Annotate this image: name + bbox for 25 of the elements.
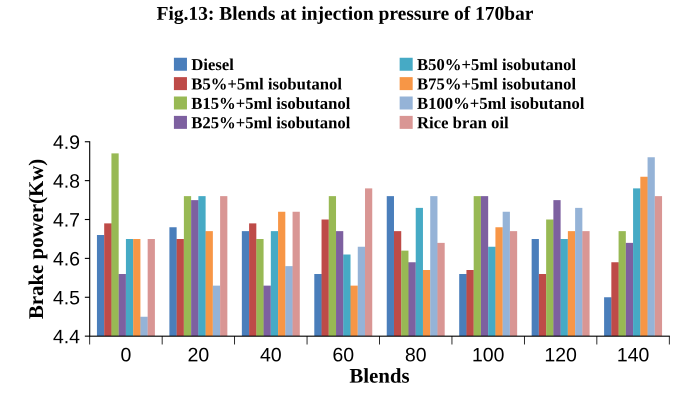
x-axis-title: Blends: [350, 368, 410, 383]
y-axis-title: Brake power(Kw): [28, 160, 48, 319]
x-tick-label: 20: [188, 348, 208, 362]
legend-label: Diesel: [192, 58, 234, 70]
x-tick-label: 120: [546, 348, 576, 362]
chart-title: Fig.13: Blends at injection pressure of 170bar: [156, 6, 534, 24]
legend-label: B15%+5ml isobutanol: [192, 97, 350, 110]
legend-label: B25%+5ml isobutanol: [192, 116, 350, 128]
y-tick-label: 4.5: [53, 290, 80, 305]
legend-label: B5%+5ml isobutanol: [192, 78, 342, 90]
y-tick-label: 4.9: [53, 135, 80, 149]
legend-label: B50%+5ml isobutanol: [417, 58, 576, 70]
y-tick-label: 4.8: [53, 174, 80, 188]
y-tick-label: 4.7: [53, 213, 80, 227]
legend-label: B100%+5ml isobutanol: [417, 97, 584, 110]
x-tick-label: 0: [121, 348, 131, 362]
x-tick-label: 140: [618, 348, 649, 362]
y-tick-label: 4.4: [53, 330, 80, 344]
x-tick-label: 40: [260, 348, 281, 362]
x-tick-label: 60: [333, 348, 354, 362]
legend-label: Rice bran oil: [417, 116, 508, 128]
y-tick-label: 4.6: [53, 252, 80, 266]
legend-label: B75%+5ml isobutanol: [417, 78, 576, 90]
x-tick-label: 80: [406, 348, 426, 362]
x-tick-label: 100: [473, 348, 504, 362]
